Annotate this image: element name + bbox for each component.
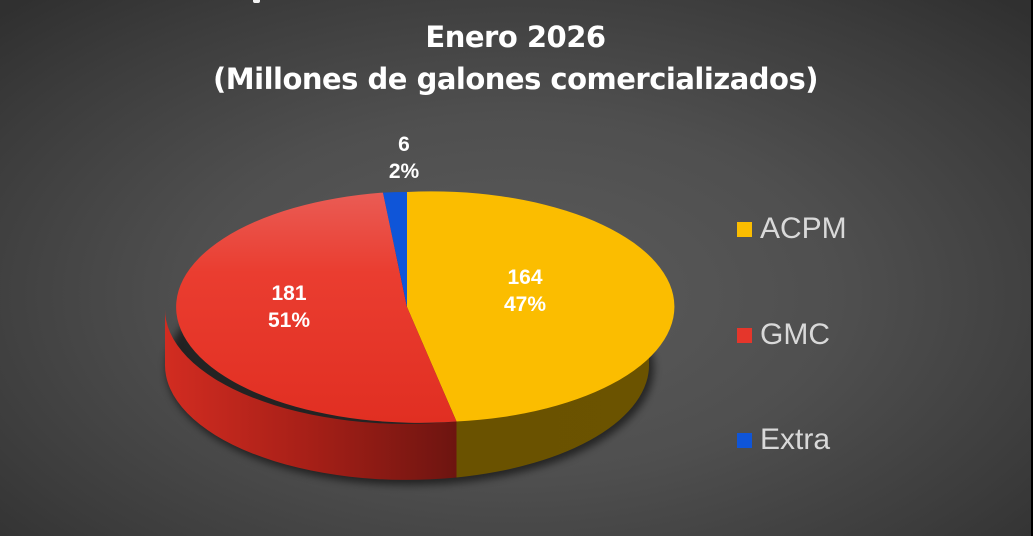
slice-acpm[interactable] (407, 191, 675, 422)
data-label-acpm-percent: 47% (503, 293, 547, 316)
data-label-gmc: 181 51% (256, 280, 322, 334)
clipped-text-fragment (253, 0, 260, 3)
legend-item-gmc[interactable]: GMC (737, 318, 830, 352)
legend-label-extra: Extra (760, 423, 831, 456)
legend-swatch-extra (737, 432, 752, 448)
legend-swatch-gmc (737, 327, 752, 343)
legend-label-acpm: ACPM (760, 212, 847, 245)
data-label-extra-value: 6 (398, 133, 410, 156)
slice-acpm-side[interactable] (456, 307, 650, 478)
chart-title: Enero 2026 (425, 20, 606, 54)
data-label-acpm-value: 164 (507, 266, 543, 289)
legend-swatch-acpm (737, 221, 752, 237)
slice-gmc[interactable] (176, 192, 457, 423)
data-label-gmc-percent: 51% (267, 309, 311, 332)
chart-subtitle: (Millones de galones comercializados) (213, 62, 818, 96)
slice-extra[interactable] (383, 192, 407, 307)
data-label-extra: 6 2% (374, 131, 434, 185)
legend-item-extra[interactable]: Extra (737, 423, 830, 457)
slice-gmc-side[interactable] (164, 307, 457, 480)
data-label-extra-percent: 2% (388, 160, 420, 183)
data-label-gmc-value: 181 (271, 282, 307, 305)
data-label-acpm: 164 47% (492, 264, 558, 318)
legend-label-gmc: GMC (760, 318, 830, 351)
legend-item-acpm[interactable]: ACPM (737, 212, 847, 246)
